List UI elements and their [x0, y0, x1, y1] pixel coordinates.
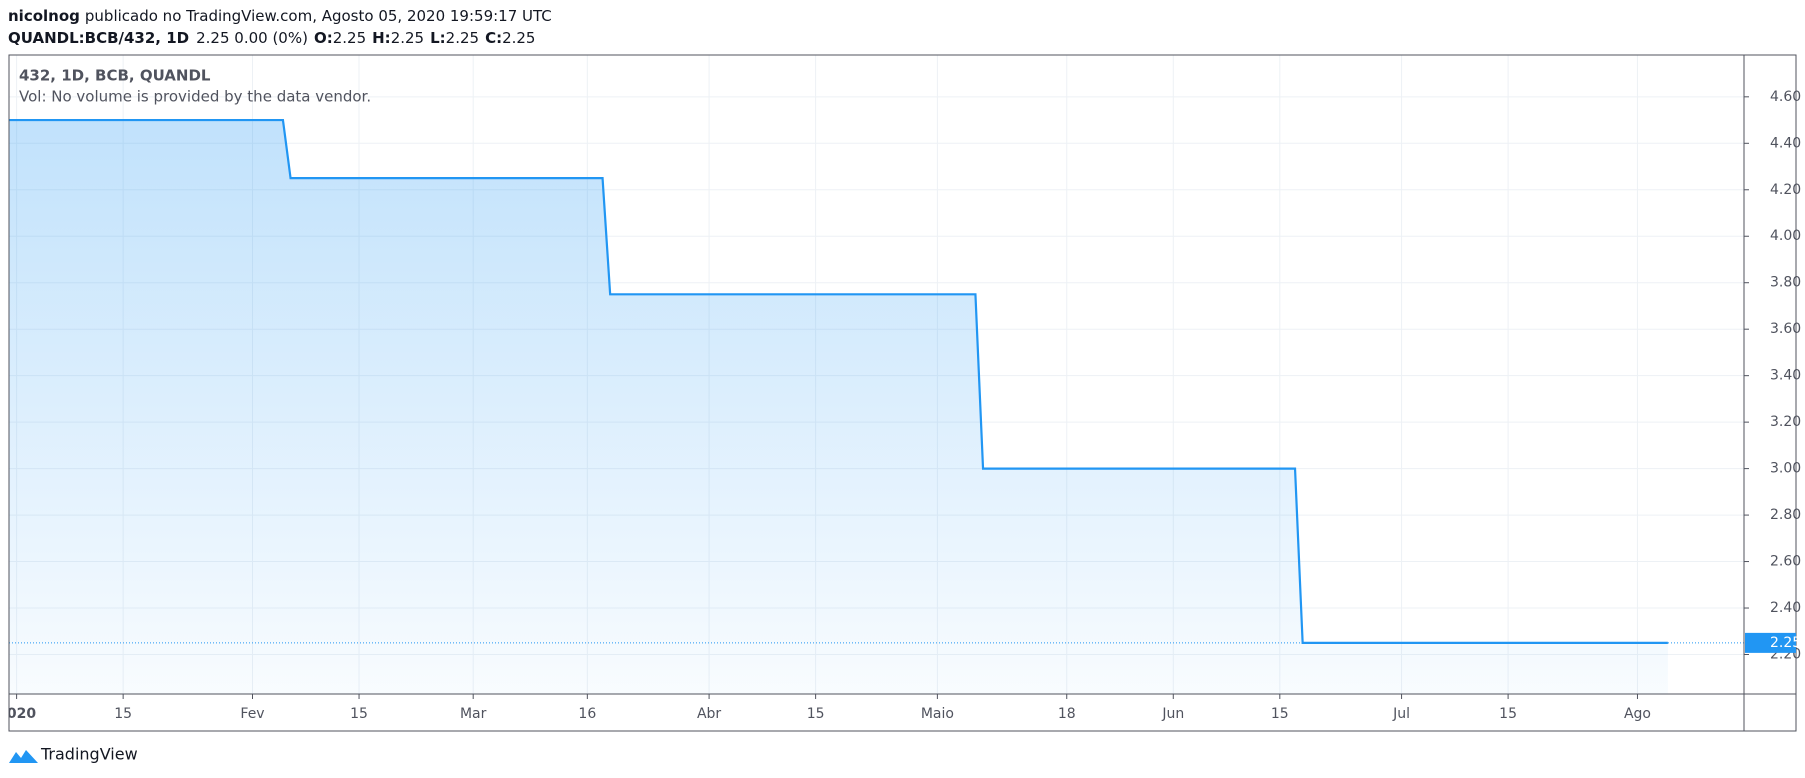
- y-tick-label: 4.20: [1770, 182, 1801, 198]
- y-tick-label: 2.80: [1770, 507, 1801, 523]
- x-tick-label: 18: [1058, 706, 1076, 722]
- y-tick-label: 3.20: [1770, 414, 1801, 430]
- y-tick-label: 3.80: [1770, 275, 1801, 291]
- time-axis: 2020 15 Fev 15 Mar 16 Abr 15 Maio 18 Jun 15 Jul 15 Ago: [0, 694, 1651, 722]
- y-tick-label: 4.00: [1770, 228, 1801, 244]
- x-tick-label: Maio: [921, 706, 954, 722]
- x-tick-label: Fev: [240, 706, 264, 722]
- low: 2.25: [446, 29, 479, 47]
- x-tick-label: 15: [1271, 706, 1289, 722]
- line: [9, 118, 1668, 644]
- change: 2.25 0.00 (0%): [196, 29, 308, 47]
- volume-note: Vol: No volume is provided by the data v…: [19, 88, 371, 106]
- publish-line: nicolnog publicado no TradingView.com, Ag…: [8, 7, 552, 25]
- x-tick-label: 15: [114, 706, 132, 722]
- x-tick-label: Mar: [460, 706, 487, 722]
- y-tick-label: 3.60: [1770, 321, 1801, 337]
- author: nicolnog: [8, 7, 80, 25]
- y-tick-label: 2.60: [1770, 554, 1801, 570]
- y-tick-label: 2.40: [1770, 600, 1801, 616]
- x-tick-label: 2020: [0, 706, 36, 722]
- close: 2.25: [502, 29, 535, 47]
- low-label: L:: [430, 29, 446, 47]
- series-title: 432, 1D, BCB, QUANDL: [19, 67, 211, 85]
- x-tick-label: 15: [350, 706, 368, 722]
- y-tick-label: 3.40: [1770, 368, 1801, 384]
- y-tick-label: 3.00: [1770, 461, 1801, 477]
- last-price-label: 2.25: [1770, 635, 1801, 651]
- y-tick-label: 4.60: [1770, 89, 1801, 105]
- plot-area: [9, 118, 1744, 694]
- x-tick-label: Jul: [1392, 706, 1410, 722]
- high-label: H:: [372, 29, 391, 47]
- x-tick-label: 15: [807, 706, 825, 722]
- brand-logo: [9, 750, 38, 763]
- open-label: O:: [314, 29, 333, 47]
- x-tick-label: 15: [1499, 706, 1517, 722]
- x-tick-label: 16: [578, 706, 596, 722]
- logo-icon: [9, 750, 38, 763]
- brand: TradingView: [40, 745, 138, 764]
- published: publicado no TradingView.com, Agosto 05,…: [85, 7, 552, 25]
- x-tick-label: Ago: [1624, 706, 1651, 722]
- chart-frame: [8, 54, 1797, 732]
- area: [9, 120, 1668, 694]
- price-axis: 2.202.402.602.803.003.203.403.603.804.00…: [1744, 89, 1801, 662]
- x-tick-label: Abr: [697, 706, 721, 722]
- close-label: C:: [485, 29, 502, 47]
- y-tick-label: 4.40: [1770, 135, 1801, 151]
- symbol: QUANDL:BCB/432, 1D: [8, 29, 189, 47]
- last-price-badge: [1745, 632, 1796, 653]
- x-tick-label: Jun: [1161, 706, 1184, 722]
- high: 2.25: [391, 29, 424, 47]
- open: 2.25: [333, 29, 366, 47]
- symbol-line: QUANDL:BCB/432, 1D 2.25 0.00 (0%) O:2.25 H:…: [8, 29, 535, 47]
